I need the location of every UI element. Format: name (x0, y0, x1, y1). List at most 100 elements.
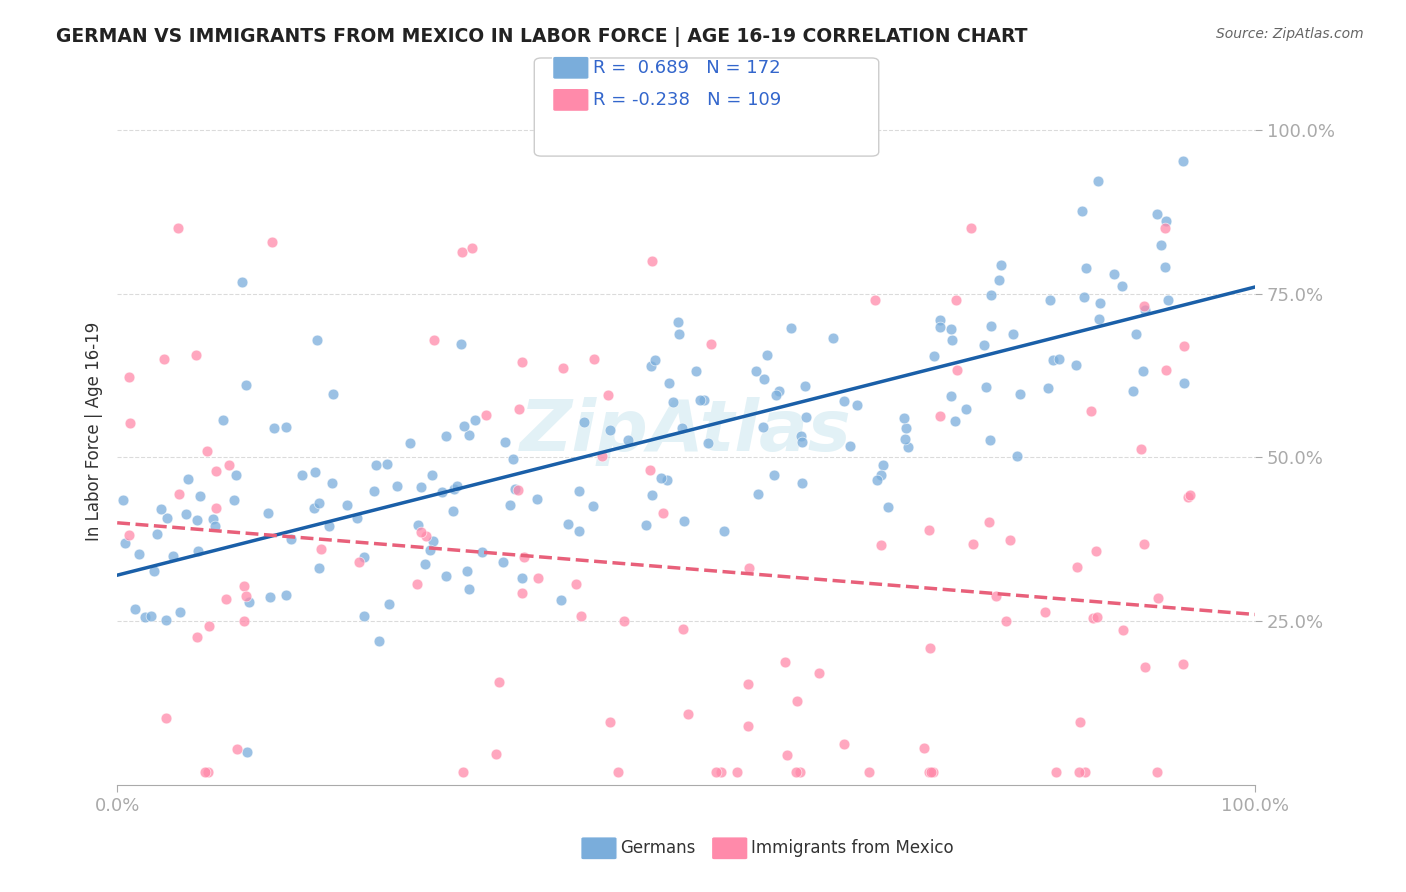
Point (607, 764, 630, 779)
Text: R =  0.689   N = 172: R = 0.689 N = 172 (593, 59, 780, 77)
Point (564, 577, 586, 591)
Point (457, 427, 479, 442)
Point (225, 468, 247, 483)
Point (754, 372, 776, 386)
Point (347, 555, 370, 569)
Point (1177, 490, 1199, 504)
Point (502, 452, 524, 467)
Point (415, 529, 437, 543)
Point (583, 352, 606, 367)
Point (765, 388, 787, 402)
Point (1036, 380, 1059, 394)
Point (1133, 299, 1156, 313)
Point (422, 534, 444, 549)
Point (1081, 611, 1104, 625)
Point (494, 435, 516, 450)
Point (662, 395, 685, 409)
Point (232, 579, 254, 593)
Point (1122, 384, 1144, 398)
Point (1154, 260, 1177, 275)
Point (794, 379, 817, 393)
Point (436, 429, 458, 443)
Point (1000, 533, 1022, 547)
Point (215, 591, 238, 606)
Point (233, 614, 256, 628)
Point (650, 471, 672, 485)
Point (1154, 214, 1177, 228)
Point (443, 482, 465, 496)
Point (112, 493, 135, 508)
Point (499, 499, 522, 513)
Point (866, 473, 889, 487)
Point (194, 764, 217, 779)
Point (776, 747, 799, 762)
Point (1154, 363, 1177, 377)
Point (959, 221, 981, 235)
Point (704, 764, 727, 779)
Point (512, 586, 534, 600)
Point (155, 711, 177, 725)
Point (668, 327, 690, 342)
Point (613, 614, 636, 628)
Point (114, 536, 136, 550)
Point (713, 524, 735, 538)
Point (962, 537, 984, 551)
Point (832, 737, 855, 751)
Point (1069, 715, 1091, 730)
Point (869, 538, 891, 552)
Point (274, 420, 297, 434)
Point (785, 764, 807, 779)
Point (893, 411, 915, 425)
Point (150, 501, 173, 516)
Point (922, 349, 945, 363)
Point (1130, 442, 1153, 456)
Point (1132, 364, 1154, 378)
Point (591, 450, 613, 464)
Point (838, 439, 860, 453)
Point (259, 590, 281, 604)
Point (700, 336, 723, 351)
Point (780, 320, 803, 334)
Point (1074, 764, 1097, 779)
Point (738, 561, 761, 575)
Point (658, 376, 681, 390)
Point (474, 408, 496, 422)
Point (434, 569, 457, 583)
Point (946, 362, 969, 376)
Point (790, 434, 813, 449)
Point (939, 322, 962, 336)
Point (598, 388, 620, 402)
Point (638, 463, 661, 477)
Point (446, 479, 468, 493)
Point (363, 484, 385, 499)
Point (1171, 657, 1194, 671)
Point (994, 615, 1017, 629)
Point (1074, 260, 1097, 275)
Point (1073, 291, 1095, 305)
Point (671, 421, 693, 435)
Point (1150, 238, 1173, 252)
Point (737, 676, 759, 690)
Point (308, 561, 330, 575)
Point (568, 524, 591, 539)
Point (128, 547, 150, 561)
Text: GERMAN VS IMMIGRANTS FROM MEXICO IN LABOR FORCE | AGE 16-19 CORRELATION CHART: GERMAN VS IMMIGRANTS FROM MEXICO IN LABO… (56, 27, 1028, 46)
Point (894, 421, 917, 435)
Point (1173, 339, 1195, 353)
Point (1146, 764, 1168, 779)
Point (1125, 327, 1147, 342)
Point (488, 675, 510, 690)
Point (353, 608, 375, 623)
Point (762, 467, 785, 482)
Point (693, 393, 716, 408)
Point (464, 413, 486, 427)
Point (366, 458, 388, 472)
Point (636, 518, 658, 533)
Point (640, 253, 662, 268)
Point (409, 524, 432, 539)
Point (186, 630, 208, 644)
Point (156, 511, 179, 525)
Point (423, 333, 446, 347)
Point (568, 484, 591, 499)
Point (725, 764, 748, 779)
